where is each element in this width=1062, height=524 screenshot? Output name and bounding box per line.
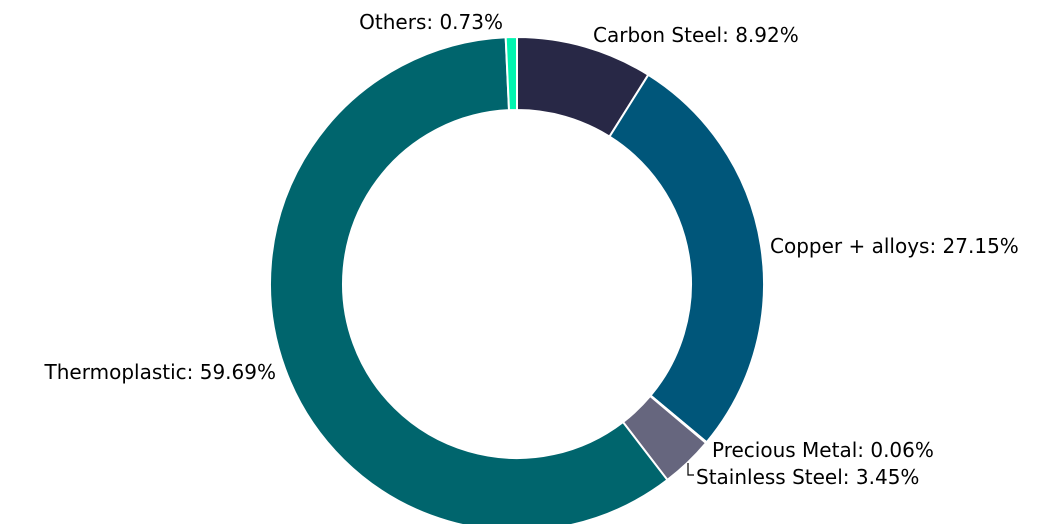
stainless-steel-leader-line — [687, 463, 694, 476]
slice-label-carbon-steel: Carbon Steel: 8.92% — [593, 23, 799, 47]
slice-label-copper-alloys: Copper + alloys: 27.15% — [770, 234, 1019, 258]
slice-label-others: Others: 0.73% — [359, 10, 503, 34]
slice-label-precious-metal: Precious Metal: 0.06% — [712, 438, 934, 462]
slice-label-thermoplastic: Thermoplastic: 59.69% — [44, 360, 276, 384]
slice-labels: Carbon Steel: 8.92% Copper + alloys: 27.… — [44, 10, 1019, 489]
slice-others — [504, 35, 518, 112]
slice-label-stainless-steel: Stainless Steel: 3.45% — [696, 465, 919, 489]
slice-copper-alloys — [608, 73, 765, 444]
slice-thermoplastic — [269, 36, 669, 524]
donut-slices — [269, 35, 765, 524]
